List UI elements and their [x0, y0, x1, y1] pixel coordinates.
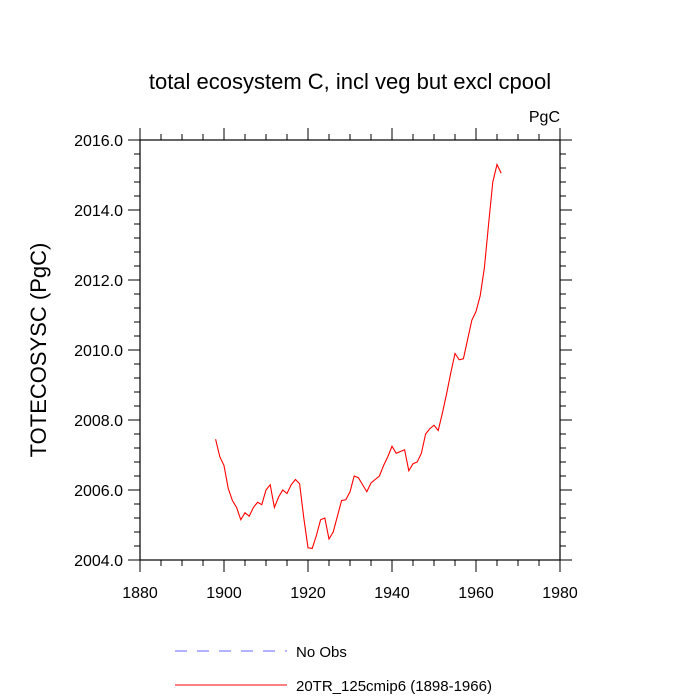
y-tick-label: 2016.0 — [74, 133, 123, 150]
y-tick-label: 2012.0 — [74, 273, 123, 290]
y-tick-label: 2010.0 — [74, 343, 123, 360]
y-tick-label: 2006.0 — [74, 483, 123, 500]
plot-frame — [139, 139, 561, 561]
x-tick-label: 1940 — [374, 585, 410, 602]
x-tick-label: 1880 — [122, 585, 158, 602]
legend-label-no-obs: No Obs — [296, 644, 347, 661]
y-axis-label: TOTECOSYSC (PgC) — [26, 243, 51, 458]
units-label: PgC — [529, 109, 560, 126]
y-tick-label: 2004.0 — [74, 553, 123, 570]
plot-axes — [139, 139, 561, 561]
legend: No Obs 20TR_125cmip6 (1898-1966) — [175, 644, 492, 695]
y-tick-label: 2014.0 — [74, 203, 123, 220]
x-tick-label: 1920 — [290, 585, 326, 602]
series-line-1 — [215, 162, 502, 550]
tick-labels: 1880 1900 1920 1940 1960 1980 2004.0 2006.0 2008… — [74, 133, 578, 602]
chart-title: total ecosystem C, incl veg but excl cpo… — [149, 69, 551, 94]
legend-label-20tr: 20TR_125cmip6 (1898-1966) — [296, 678, 492, 695]
series-layer — [215, 162, 502, 550]
x-tick-label: 1900 — [206, 585, 242, 602]
x-tick-label: 1980 — [542, 585, 578, 602]
x-tick-label: 1960 — [458, 585, 494, 602]
axis-ticks — [128, 128, 572, 572]
y-tick-label: 2008.0 — [74, 413, 123, 430]
